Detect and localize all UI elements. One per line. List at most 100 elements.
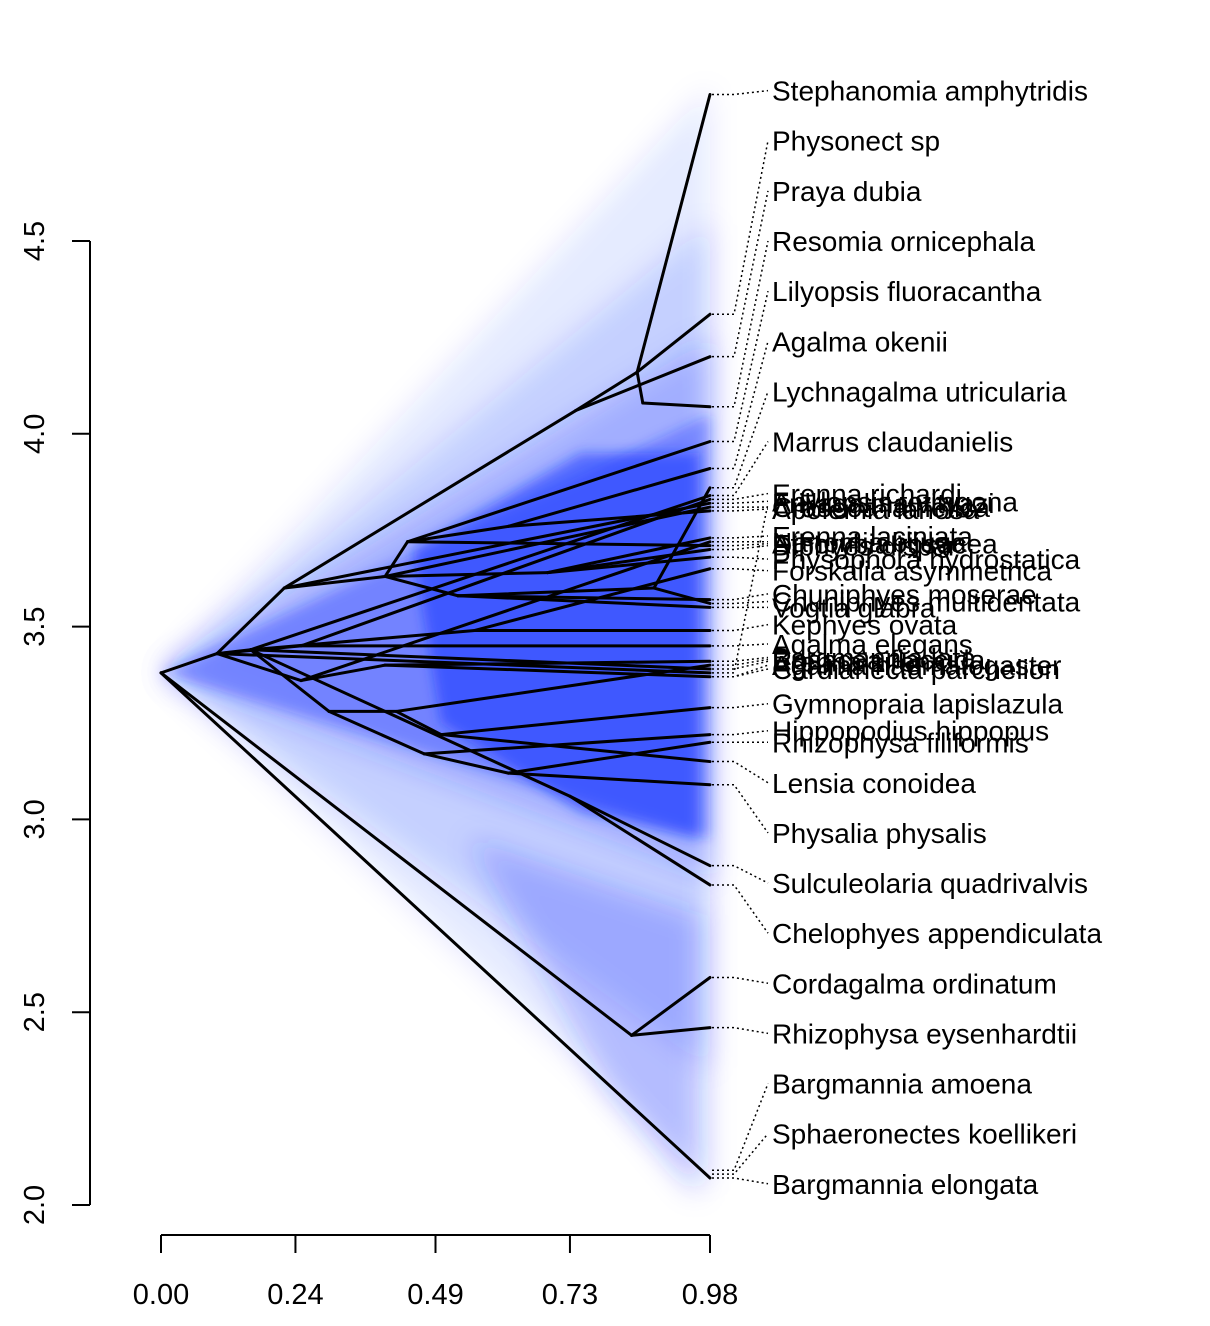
tip-label: Erenna richardi	[772, 479, 962, 510]
tree-branch	[635, 370, 645, 405]
label-leader-line	[712, 976, 769, 985]
tip-label: Craseoa lathetica	[772, 492, 990, 523]
tip-label: Agalma elegans	[772, 629, 973, 660]
tip-label: Agalma haematogaster	[772, 650, 1062, 681]
y-tick-label: 3.5	[19, 606, 51, 646]
y-tick-label: 2.5	[19, 992, 51, 1032]
tip-label: Stephanomia amphytridis	[772, 76, 1088, 107]
tree-branch	[641, 401, 712, 409]
label-leader-line	[712, 492, 769, 501]
label-leader-line	[712, 668, 769, 678]
tree-branch	[546, 547, 712, 575]
tree-branch	[383, 505, 712, 578]
label-leader-line	[712, 240, 769, 408]
x-tick-label: 0.00	[133, 1279, 189, 1311]
label-leader-line	[712, 441, 769, 497]
tree-branch	[568, 794, 712, 868]
tree-branch	[506, 740, 712, 775]
tip-label: Bargmannia amoena	[772, 1069, 1032, 1100]
tree-branch	[282, 501, 712, 590]
tree-branch	[546, 536, 712, 575]
tip-label: Lilyopsis fluoracantha	[772, 276, 1042, 307]
tree-branch	[652, 586, 712, 605]
label-leader-line	[712, 600, 769, 605]
label-leader-line	[712, 1083, 769, 1172]
tree-branch	[215, 586, 286, 656]
tree-branch	[394, 663, 712, 713]
tree-branch	[249, 493, 712, 652]
tip-label: Forskalia asymmetrica	[772, 556, 1052, 587]
tip-label: Physalia physalis	[772, 818, 987, 849]
tip-label: Sulculeolaria quadrivalvis	[772, 868, 1088, 899]
tree-branch	[405, 440, 712, 544]
tip-label: Erenna sirena	[772, 646, 947, 677]
tip-label: Frillagalma vityazi	[772, 488, 995, 519]
tree-branch	[299, 497, 712, 648]
tree-branch	[383, 540, 409, 578]
tip-label: Abylopsis tetragona	[772, 486, 1018, 517]
y-tick-label: 3.0	[19, 799, 51, 839]
label-leader-line	[712, 391, 769, 489]
label-leader-line	[712, 500, 769, 504]
label-leader-line	[712, 556, 769, 560]
label-leader-line	[712, 544, 769, 551]
label-leader-lines	[712, 89, 769, 1185]
label-leader-line	[712, 884, 769, 934]
label-leader-line	[712, 542, 769, 547]
tree-branch	[439, 706, 712, 737]
tree-branch	[282, 409, 578, 590]
tree-branch	[159, 671, 634, 1037]
tip-labels: Stephanomia amphytridis Physonect sp Praya…	[772, 76, 1102, 1200]
tree-branch	[456, 594, 712, 609]
label-leader-line	[712, 140, 769, 316]
tree-branch	[405, 524, 510, 544]
label-leader-line	[712, 702, 769, 709]
tip-label: Diphyes dispar	[772, 531, 957, 562]
tip-label: Sphaeronectes koellikeri	[772, 1119, 1077, 1150]
tree-branch	[473, 567, 712, 632]
label-leader-line	[712, 660, 769, 670]
tree-branch	[159, 652, 219, 675]
tip-label: Rosacea flaccida	[772, 644, 986, 675]
tree-branch	[506, 467, 712, 528]
tree-branch	[574, 355, 712, 413]
label-leader-line	[712, 643, 769, 647]
tip-label: Cordagalma ordinatum	[772, 968, 1057, 999]
tip-label: Chuniphyes moserae	[772, 579, 1037, 610]
tip-label: Nanomia bijuga	[772, 527, 967, 558]
tree-branch	[159, 671, 712, 1180]
tree-branch	[249, 648, 331, 713]
x-tick-label: 0.73	[542, 1279, 598, 1311]
tip-label: Vogtia glabra	[772, 592, 936, 623]
label-leader-line	[712, 783, 769, 834]
tip-label: Lychnagalma utricularia	[772, 376, 1067, 407]
tree-branch	[456, 586, 656, 598]
tip-label: Resomia ornicephala	[772, 226, 1035, 257]
label-leader-line	[712, 664, 769, 678]
tip-label: Chuniphyes multidentata	[772, 587, 1081, 618]
tip-label: Praya dubia	[772, 176, 922, 207]
tip-label: Kephyes ovata	[772, 610, 958, 641]
label-leader-line	[712, 568, 769, 572]
tip-label: Physophora hydrostatica	[772, 544, 1081, 575]
tree-branch	[383, 571, 550, 578]
tip-label: Cardianecta parchelion	[772, 654, 1060, 685]
tree-branches	[159, 92, 712, 1180]
label-leader-line	[712, 89, 769, 96]
label-leader-line	[712, 593, 769, 601]
x-tick-label: 0.49	[407, 1279, 463, 1311]
tree-branch	[630, 975, 712, 1037]
tree-branch	[215, 652, 303, 683]
tree-branch	[635, 92, 712, 374]
tree-branch	[299, 540, 712, 683]
tree-branch	[215, 652, 712, 675]
tree-branch	[405, 540, 712, 548]
tree-branch	[249, 648, 712, 671]
label-leader-line	[712, 503, 769, 674]
y-axis: 2.0 2.5 3.0 3.5 4.0 4.5	[19, 221, 91, 1225]
tree-branch	[394, 709, 443, 737]
label-leader-line	[712, 729, 769, 736]
label-leader-line	[712, 1177, 769, 1185]
tree-branch	[383, 663, 712, 679]
